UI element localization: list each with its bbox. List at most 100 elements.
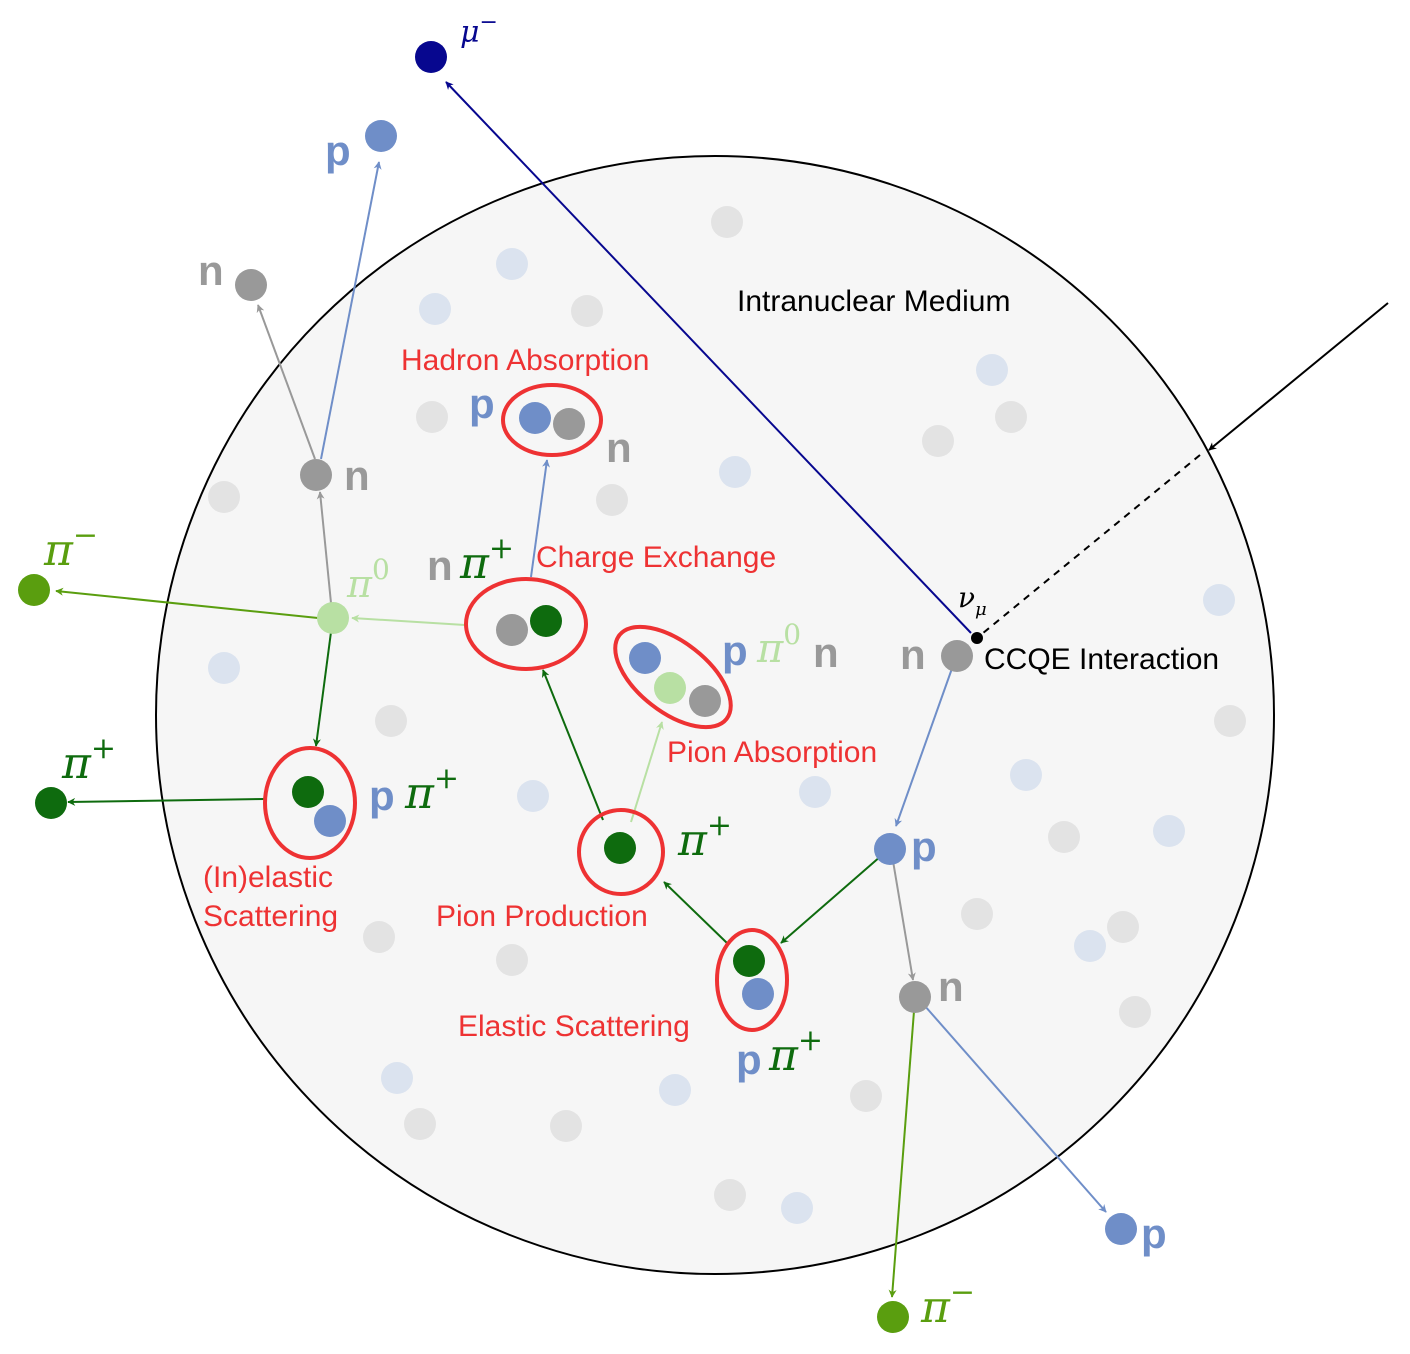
neutrino-label: νμ [958,581,987,620]
bg-neutron [711,206,743,238]
bg-neutron [961,898,993,930]
bg-neutron [208,481,240,513]
proton-out-top [365,120,397,152]
neutrino-dashed-path [976,454,1201,639]
track-n-to-p-out [916,996,1107,1213]
bg-neutron [496,944,528,976]
bg-neutron [714,1179,746,1211]
pion-absorption-n-symbol: n [813,629,839,676]
proton-bottom-symbol: p [1141,1210,1167,1257]
bg-neutron [922,425,954,457]
track-pizero-to-n [316,491,332,604]
ccqe-label: CCQE Interaction [984,643,1219,676]
bg-neutron [571,295,603,327]
ccqe-p-symbol: p [911,823,937,870]
pion-absorption-ellipse [613,624,733,730]
bg-neutron [1119,996,1151,1028]
ccqe-proton [874,833,906,865]
piminus-out-bottom [877,1301,909,1333]
ccqe-n-symbol: n [900,631,926,678]
charge-exchange-piplus-symbol: π+ [459,531,514,589]
bg-neutron [995,401,1027,433]
proton-top-symbol: p [325,127,351,174]
pion-production-circle [577,808,665,896]
inelastic-label-line2: Scattering [203,900,338,933]
bg-proton [719,456,751,488]
inelastic-proton [314,805,346,837]
medium-label: Intranuclear Medium [737,285,1010,318]
bg-proton [976,354,1008,386]
bg-proton [1074,930,1106,962]
pion-production-label: Pion Production [436,900,648,933]
track-n-to-piminus-out [888,997,916,1298]
bg-neutron [1214,705,1246,737]
track-chargeexchange-to-hadronabsorption [530,459,550,578]
pion-absorption-pizero-symbol: π0 [756,618,801,672]
charge-exchange-neutron [496,614,528,646]
track-pizero-to-inelastic [312,631,332,747]
bg-neutron [416,401,448,433]
charge-exchange-piplus [530,605,562,637]
bg-proton [799,776,831,808]
bg-neutron [1107,911,1139,943]
bg-proton [659,1074,691,1106]
elastic-piplus-symbol: π+ [768,1023,823,1081]
track-pizero-to-piminus [55,587,319,619]
pion-absorption-p-symbol: p [722,627,748,674]
track-n-to-n-out [256,304,316,460]
track-inelastic-to-piplus [67,797,266,806]
track-production-to-pionabsorption [630,721,664,823]
inelastic-piplus [292,776,324,808]
pion-absorption-pizero [654,672,686,704]
proton-out-bottom [1105,1213,1137,1245]
elastic-proton [742,978,774,1010]
bg-neutron [375,705,407,737]
bg-proton [781,1192,813,1224]
pizero-particle [317,602,349,634]
neutrino-incoming-arrow [1208,302,1389,451]
hadron-absorption-p-symbol: p [469,380,495,427]
neutron-inside-symbol: n [344,452,370,499]
track-production-to-chargeexchange [541,669,604,821]
bg-proton [517,780,549,812]
bg-proton [1203,584,1235,616]
track-p-to-elastic [780,848,890,944]
hadron-absorption-n-symbol: n [606,424,632,471]
hadron-absorption-neutron [553,408,585,440]
bg-proton [419,293,451,325]
bg-neutron [596,484,628,516]
pion-absorption-proton [629,642,661,674]
bg-neutron [850,1080,882,1112]
neutron-out-top [235,269,267,301]
bg-neutron [550,1110,582,1142]
pion-absorption-neutron [689,685,721,717]
pion-absorption-label: Pion Absorption [667,736,877,769]
bg-proton [496,248,528,280]
piminus-bottom-symbol: π− [920,1275,975,1333]
track-elastic-to-production [663,881,728,944]
hadron-absorption-ellipse [501,383,603,457]
inelastic-scattering-ellipse [263,746,357,860]
elastic-p-symbol: p [736,1036,762,1083]
muon-track [445,81,972,634]
track-n-to-p [894,659,956,827]
bg-neutron [1048,821,1080,853]
bg-neutron [363,921,395,953]
bg-proton [208,652,240,684]
inelastic-label-line1: (In)elastic [203,861,333,894]
elastic-scattering-label: Elastic Scattering [458,1010,690,1043]
muon-particle [415,41,447,73]
bg-proton [1010,759,1042,791]
charge-exchange-ellipse [464,577,588,671]
inelastic-p-symbol: p [369,772,395,819]
elastic-piplus [733,945,765,977]
bg-proton [381,1062,413,1094]
pion-production-piplus-symbol: π+ [677,808,732,866]
hadron-absorption-proton [519,402,551,434]
ccqe-neutron [941,640,973,672]
track-n-to-p-out-top [320,161,382,460]
charge-exchange-label: Charge Exchange [536,541,776,574]
nucleus-boundary [155,155,1275,1275]
pion-production-piplus [604,832,636,864]
